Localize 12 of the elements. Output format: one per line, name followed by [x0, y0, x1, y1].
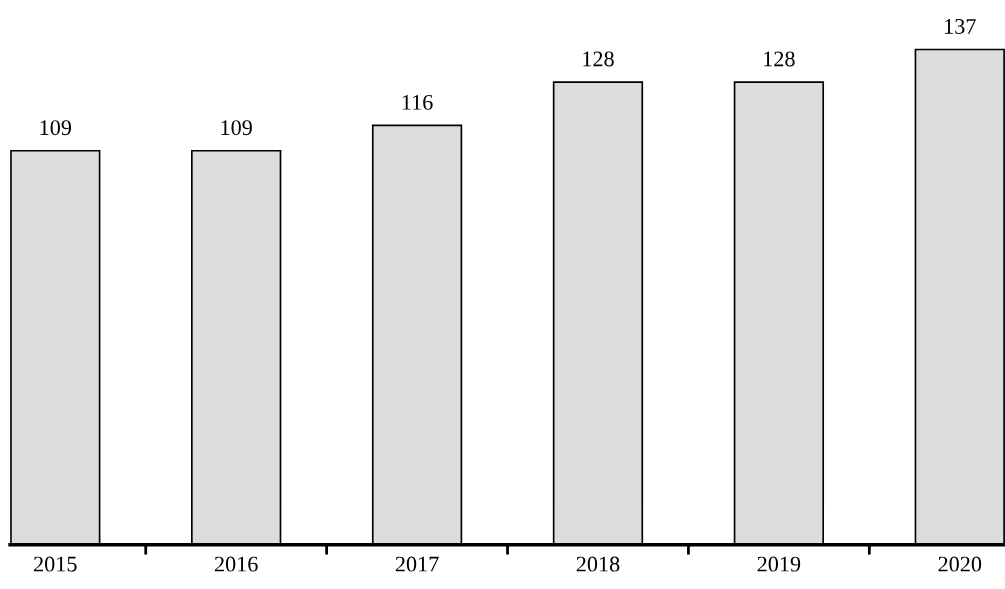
data-label: 116 — [402, 94, 433, 110]
data-label: 128 — [583, 51, 614, 67]
data-label: 128 — [764, 51, 795, 67]
data-label: 109 — [221, 120, 252, 136]
x-tick-label: 2018 — [576, 556, 620, 572]
x-tick-label: 2019 — [757, 556, 801, 572]
x-tick-label: 2017 — [395, 556, 439, 572]
data-label: 137 — [945, 18, 976, 34]
x-tick-label: 2015 — [34, 556, 77, 572]
x-tick-label: 2020 — [938, 556, 982, 572]
x-tick-label: 2016 — [214, 556, 258, 572]
data-label: 109 — [40, 120, 72, 136]
